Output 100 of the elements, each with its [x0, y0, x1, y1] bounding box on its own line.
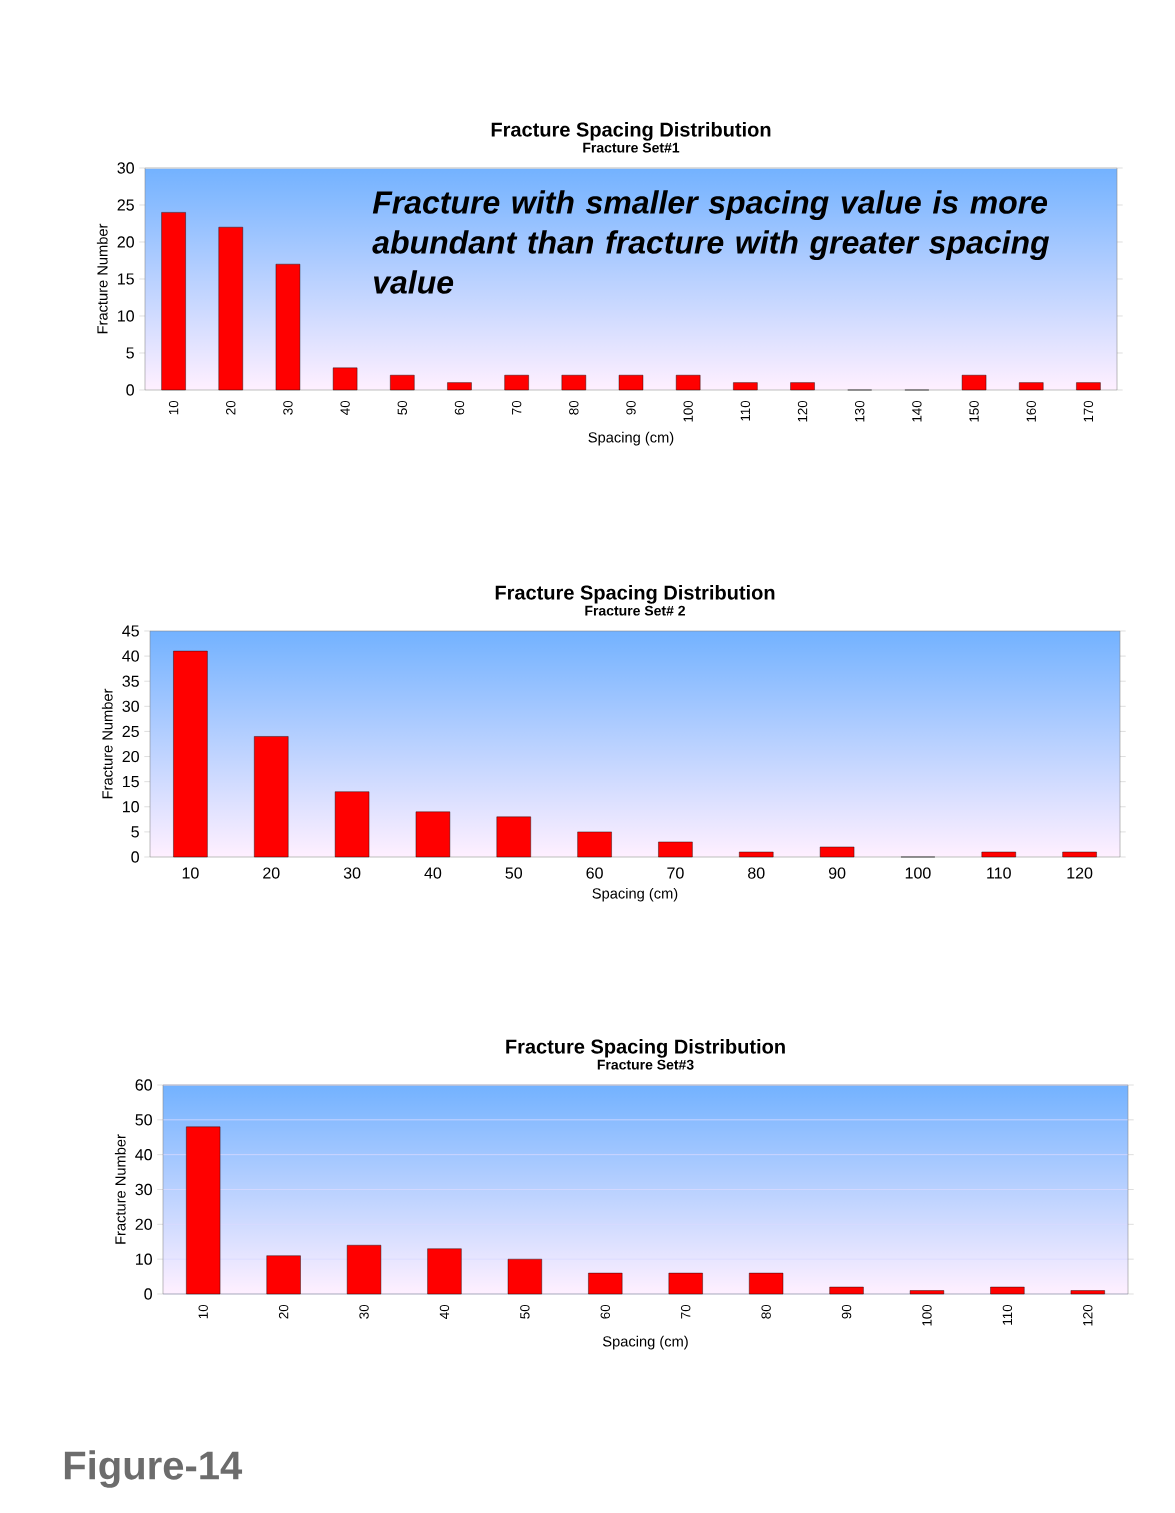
x-tick-label: 20 — [226, 400, 236, 415]
bar — [507, 1258, 542, 1295]
y-axis-title: Fracture Number — [96, 223, 108, 334]
bar — [173, 650, 208, 858]
y-axis-title: Fracture Number — [114, 1134, 126, 1244]
bar — [254, 736, 289, 858]
chart-subtitle: Fracture Set#1 — [583, 142, 680, 153]
y-tick-label: 30 — [135, 1183, 152, 1196]
x-tick-label: 30 — [343, 867, 361, 879]
x-tick-label: 80 — [761, 1304, 771, 1319]
x-tick-label: 20 — [263, 867, 280, 879]
text: Figure-14 — [64, 1450, 243, 1488]
x-tick-label: 100 — [922, 1304, 932, 1326]
x-tick-label: 50 — [397, 400, 408, 415]
bar — [266, 1255, 301, 1295]
y-tick-label: 15 — [118, 273, 134, 285]
chart-subtitle: Fracture Set# 2 — [585, 605, 685, 616]
bar — [733, 382, 758, 391]
bar — [1062, 851, 1097, 858]
y-tick-label: 0 — [131, 851, 139, 863]
bar — [749, 1272, 784, 1295]
bar — [218, 226, 243, 391]
annotation: Fracture with smaller spacing value is more abundant than fracture with greater spacing value — [372, 190, 1050, 294]
y-tick-label: 30 — [117, 162, 134, 174]
x-tick-label: 120 — [1067, 867, 1093, 879]
chart-title: Fracture Spacing Distribution — [495, 584, 775, 604]
y-tick-label: 50 — [135, 1114, 152, 1126]
bar — [427, 1248, 462, 1295]
y-tick-label: 0 — [126, 384, 134, 396]
x-axis-title: Spacing (cm) — [602, 1335, 688, 1350]
x-tick-label: 10 — [198, 1304, 208, 1319]
y-tick-label: 35 — [122, 675, 139, 687]
y-tick-label: 20 — [135, 1218, 152, 1230]
x-tick-label: 10 — [168, 400, 179, 415]
x-tick-label: 40 — [340, 400, 350, 415]
y-tick-label: 25 — [117, 199, 134, 211]
y-tick-label: 25 — [122, 725, 139, 738]
bar — [618, 374, 644, 391]
x-tick-label: 70 — [511, 400, 522, 415]
bar — [961, 374, 987, 391]
x-tick-label: 60 — [586, 867, 603, 879]
x-tick-label: 50 — [520, 1304, 530, 1319]
x-tick-label: 130 — [855, 400, 865, 422]
y-tick-label: 20 — [117, 236, 134, 248]
bar — [790, 382, 815, 391]
bar — [334, 791, 370, 858]
bar — [186, 1126, 221, 1295]
bar — [161, 212, 186, 391]
x-tick-label: 170 — [1083, 400, 1094, 422]
bar — [990, 1286, 1025, 1295]
x-tick-label: 40 — [424, 867, 442, 879]
bar — [496, 816, 531, 858]
y-tick-label: 45 — [122, 625, 139, 637]
bar — [1019, 382, 1044, 391]
x-tick-label: 50 — [505, 867, 523, 879]
bar — [1070, 1290, 1105, 1295]
bar — [981, 851, 1016, 858]
bar — [275, 263, 301, 391]
x-tick-label: 20 — [278, 1304, 289, 1319]
x-tick-label: 30 — [283, 400, 293, 415]
chart-title: Fracture Spacing Distribution — [506, 1038, 785, 1058]
bar — [668, 1272, 703, 1295]
x-tick-label: 110 — [1002, 1304, 1013, 1325]
x-tick-label: 150 — [969, 400, 979, 422]
chart-subtitle: Fracture Set#3 — [597, 1059, 694, 1070]
y-tick-label: 10 — [118, 310, 134, 322]
bar — [909, 1290, 945, 1295]
x-tick-label: 60 — [600, 1304, 611, 1319]
x-tick-label: 110 — [740, 400, 751, 421]
y-tick-label: 10 — [123, 801, 139, 813]
y-tick-label: 5 — [126, 347, 134, 359]
bar — [561, 374, 587, 391]
y-tick-label: 40 — [135, 1149, 152, 1161]
y-tick-label: 0 — [144, 1288, 152, 1300]
x-tick-label: 10 — [182, 867, 199, 879]
bar — [588, 1272, 623, 1295]
bar — [1076, 382, 1101, 391]
x-tick-label: 30 — [359, 1304, 369, 1319]
y-tick-label: 10 — [136, 1253, 152, 1265]
x-tick-label: 70 — [667, 867, 684, 879]
bar — [332, 367, 358, 391]
x-tick-label: 40 — [439, 1304, 450, 1319]
y-axis-title: Fracture Number — [101, 688, 113, 799]
bar — [577, 831, 612, 858]
x-axis-title: Spacing (cm) — [588, 431, 674, 446]
x-tick-label: 90 — [841, 1304, 852, 1319]
y-tick-label: 20 — [122, 750, 139, 763]
x-tick-label: 100 — [905, 867, 931, 879]
x-tick-label: 90 — [828, 867, 846, 879]
bar — [346, 1245, 382, 1295]
y-tick-label: 15 — [123, 776, 139, 788]
y-tick-label: 30 — [122, 700, 139, 712]
bar — [819, 846, 855, 858]
bar — [390, 374, 415, 391]
y-tick-label: 5 — [131, 826, 139, 838]
x-tick-label: 140 — [912, 400, 922, 422]
bar — [739, 851, 774, 858]
bar — [415, 811, 451, 858]
x-tick-label: 80 — [569, 400, 579, 415]
x-tick-label: 120 — [1083, 1304, 1093, 1326]
